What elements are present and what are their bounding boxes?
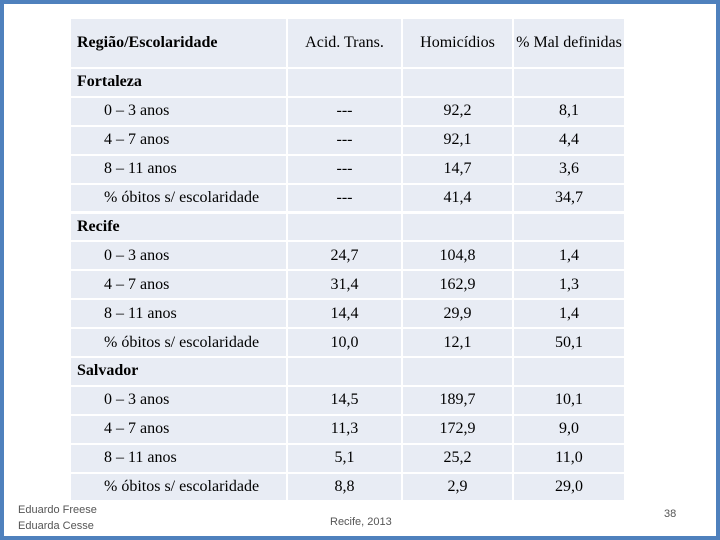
- empty-cell: [513, 357, 625, 386]
- value-cell: 2,9: [402, 472, 513, 502]
- row-label: 4 – 7 anos: [70, 270, 287, 300]
- empty-cell: [287, 68, 402, 97]
- empty-cell: [513, 212, 625, 242]
- header-cell: Homicídios: [402, 18, 513, 68]
- value-cell: 50,1: [513, 328, 625, 357]
- value-cell: 29,0: [513, 472, 625, 502]
- value-cell: ---: [287, 154, 402, 184]
- value-cell: 4,4: [513, 125, 625, 155]
- value-cell: 25,2: [402, 443, 513, 473]
- value-cell: 1,4: [513, 299, 625, 329]
- row-label: 8 – 11 anos: [70, 299, 287, 329]
- group-name: Salvador: [70, 357, 287, 386]
- empty-cell: [402, 357, 513, 386]
- value-cell: 8,1: [513, 96, 625, 126]
- row-label: 0 – 3 anos: [70, 385, 287, 415]
- value-cell: 8,8: [287, 472, 402, 502]
- row-label: % óbitos s/ escolaridade: [70, 328, 287, 357]
- value-cell: 104,8: [402, 241, 513, 271]
- header-cell: % Mal definidas: [513, 18, 625, 68]
- row-label: 4 – 7 anos: [70, 414, 287, 444]
- row-label: 4 – 7 anos: [70, 125, 287, 155]
- value-cell: 9,0: [513, 414, 625, 444]
- value-cell: 1,4: [513, 241, 625, 271]
- value-cell: 92,2: [402, 96, 513, 126]
- author: Eduardo Freese: [18, 504, 97, 516]
- header-cell: Acid. Trans.: [287, 18, 402, 68]
- author: Eduarda Cesse: [18, 520, 94, 532]
- value-cell: 5,1: [287, 443, 402, 473]
- row-label: 0 – 3 anos: [70, 96, 287, 126]
- group-name: Recife: [70, 212, 287, 242]
- empty-cell: [402, 68, 513, 97]
- value-cell: 11,3: [287, 414, 402, 444]
- value-cell: 1,3: [513, 270, 625, 300]
- empty-cell: [287, 357, 402, 386]
- value-cell: 92,1: [402, 125, 513, 155]
- value-cell: 172,9: [402, 414, 513, 444]
- empty-cell: [513, 68, 625, 97]
- value-cell: 29,9: [402, 299, 513, 329]
- place-date: Recife, 2013: [330, 516, 392, 528]
- empty-cell: [402, 212, 513, 242]
- value-cell: ---: [287, 96, 402, 126]
- row-label: % óbitos s/ escolaridade: [70, 472, 287, 502]
- value-cell: 14,7: [402, 154, 513, 184]
- group-name: Fortaleza: [70, 68, 287, 97]
- value-cell: 34,7: [513, 183, 625, 213]
- value-cell: 14,4: [287, 299, 402, 329]
- page-number: 38: [664, 508, 677, 520]
- value-cell: ---: [287, 125, 402, 155]
- value-cell: 24,7: [287, 241, 402, 271]
- value-cell: 31,4: [287, 270, 402, 300]
- value-cell: ---: [287, 183, 402, 213]
- value-cell: 11,0: [513, 443, 625, 473]
- value-cell: 3,6: [513, 154, 625, 184]
- header-cell: Região/Escolaridade: [70, 18, 287, 68]
- value-cell: 14,5: [287, 385, 402, 415]
- empty-cell: [287, 212, 402, 242]
- value-cell: 12,1: [402, 328, 513, 357]
- value-cell: 10,0: [287, 328, 402, 357]
- value-cell: 189,7: [402, 385, 513, 415]
- row-label: 0 – 3 anos: [70, 241, 287, 271]
- value-cell: 41,4: [402, 183, 513, 213]
- row-label: 8 – 11 anos: [70, 154, 287, 184]
- row-label: % óbitos s/ escolaridade: [70, 183, 287, 213]
- value-cell: 162,9: [402, 270, 513, 300]
- row-label: 8 – 11 anos: [70, 443, 287, 473]
- value-cell: 10,1: [513, 385, 625, 415]
